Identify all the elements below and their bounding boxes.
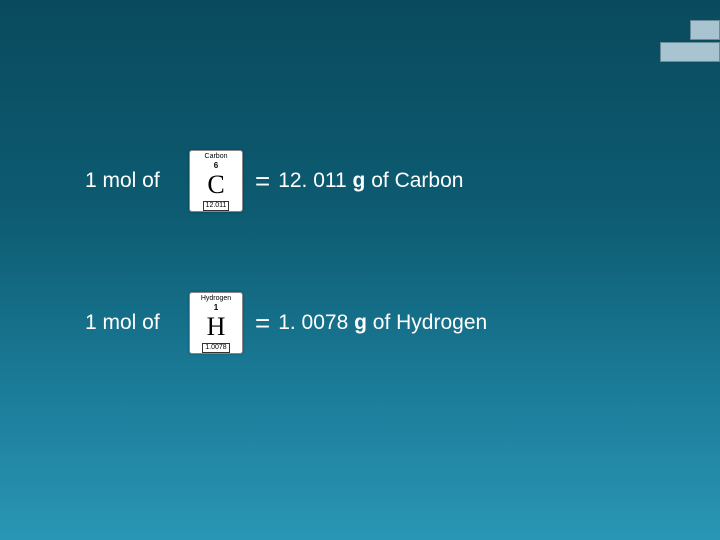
result-of: of Carbon xyxy=(371,169,463,192)
equals-sign: = xyxy=(255,166,270,197)
result-mass: 12. 011 xyxy=(278,169,347,192)
tile-atomic-number: 1 xyxy=(214,303,218,312)
result-text: 1. 0078 g of Hydrogen xyxy=(278,311,487,335)
slide-content: 1 mol of Carbon 6 C 12.011 = 12. 011 g o… xyxy=(85,150,487,434)
result-mass: 1. 0078 xyxy=(278,311,348,334)
element-tile-carbon: Carbon 6 C 12.011 xyxy=(189,150,243,212)
prefix-text: 1 mol of xyxy=(85,169,185,193)
tile-atomic-mass: 1.0078 xyxy=(202,343,229,353)
equals-sign: = xyxy=(255,308,270,339)
mole-row-carbon: 1 mol of Carbon 6 C 12.011 = 12. 011 g o… xyxy=(85,150,487,212)
element-tile-hydrogen: Hydrogen 1 H 1.0078 xyxy=(189,292,243,354)
mole-row-hydrogen: 1 mol of Hydrogen 1 H 1.0078 = 1. 0078 g… xyxy=(85,292,487,354)
tile-atomic-number: 6 xyxy=(214,161,218,170)
tile-name: Hydrogen xyxy=(201,295,231,303)
result-unit: g xyxy=(353,169,366,192)
tile-symbol: H xyxy=(207,313,226,341)
tile-name: Carbon xyxy=(205,153,228,161)
corner-bar-top xyxy=(690,20,720,40)
tile-atomic-mass: 12.011 xyxy=(203,201,230,211)
result-text: 12. 011 g of Carbon xyxy=(278,169,463,193)
corner-decoration xyxy=(660,20,720,64)
result-of: of Hydrogen xyxy=(373,311,487,334)
result-unit: g xyxy=(354,311,367,334)
prefix-text: 1 mol of xyxy=(85,311,185,335)
corner-bar-bottom xyxy=(660,42,720,62)
tile-symbol: C xyxy=(207,171,224,199)
